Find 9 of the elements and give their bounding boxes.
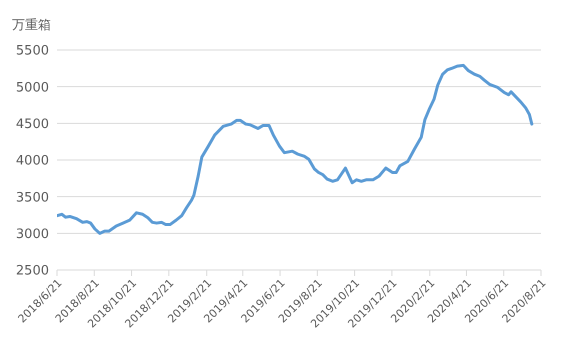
y-tick-label: 3000 [16,226,49,242]
y-tick-label: 3500 [16,190,49,206]
y-tick-label: 2500 [16,264,49,279]
y-tick-label: 5000 [16,80,49,96]
y-tick-label: 4500 [16,116,49,132]
y-tick-label: 5500 [16,44,49,59]
line-series [57,64,534,235]
y-axis-title: 万重箱 [12,17,51,34]
y-tick-label: 4000 [16,154,49,169]
